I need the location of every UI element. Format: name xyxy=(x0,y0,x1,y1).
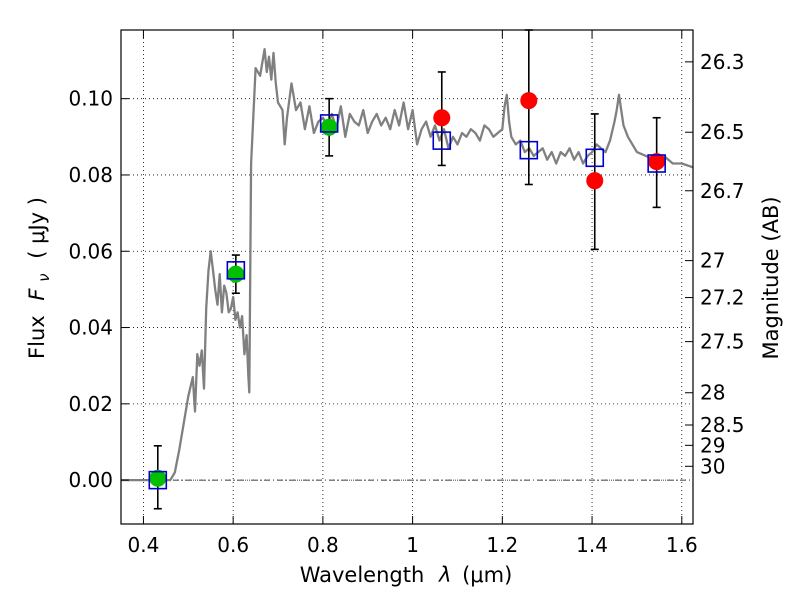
x-tick-label: 0.8 xyxy=(307,533,339,557)
model-point-square xyxy=(148,470,168,490)
model-spectrum-line xyxy=(121,47,694,482)
x-axis-title-unit: (μm) xyxy=(462,563,512,587)
y-tick-label: 0.10 xyxy=(68,87,113,111)
grid-lines xyxy=(121,30,693,524)
y-tick-label: 0.08 xyxy=(68,163,113,187)
data-point-circle xyxy=(520,92,538,110)
magnitude-tick-label: 27.5 xyxy=(700,330,745,354)
data-point-circle xyxy=(586,172,604,190)
model-point-square xyxy=(585,148,605,168)
magnitude-tick-label: 27 xyxy=(700,249,725,273)
magnitude-axis-title: Magnitude (AB) xyxy=(759,196,783,359)
y-axis-title-subscript: ν xyxy=(35,273,53,281)
y-axis-title: Flux F ν ( μJy ) xyxy=(25,197,54,359)
magnitude-tick-label: 28.5 xyxy=(700,413,745,437)
plot-frame xyxy=(120,29,694,525)
magnitude-tick-label: 26.7 xyxy=(700,179,745,203)
x-tick-label: 0.4 xyxy=(128,533,160,557)
data-point-circle xyxy=(320,118,338,136)
x-tick-label: 1.4 xyxy=(576,533,608,557)
x-axis-title-symbol: λ xyxy=(438,563,451,587)
y-tick-label: 0.04 xyxy=(68,316,113,340)
tick-layer: 0.4 0.6 0.8 1 1.2 1.4 1.6 0.00 0.02 0.04 0.06 0.08 0… xyxy=(68,30,745,557)
model-point-square xyxy=(647,154,666,173)
y-axis-title-symbol: F xyxy=(25,288,49,301)
y-tick-label: 0.06 xyxy=(68,239,113,263)
x-tick-label: 1 xyxy=(406,533,419,557)
x-axis-title: Wavelength λ (μm) xyxy=(300,563,513,587)
x-tick-label: 0.6 xyxy=(217,533,249,557)
model-point-square xyxy=(519,140,539,160)
model-point-square xyxy=(226,261,246,280)
x-tick-label: 1.6 xyxy=(666,533,698,557)
y-axis-title-text: Flux xyxy=(25,315,49,359)
model-point-square xyxy=(432,131,452,150)
magnitude-tick-label: 26.5 xyxy=(700,120,745,144)
data-point-circle xyxy=(227,265,245,283)
model-point-square xyxy=(319,114,339,133)
magnitude-tick-label: 29 xyxy=(700,433,725,457)
data-point-circle xyxy=(433,109,451,127)
y-tick-label: 0.00 xyxy=(68,468,113,492)
y-tick-label: 0.02 xyxy=(68,392,113,416)
data-point-circle xyxy=(149,469,167,487)
x-axis-title-text: Wavelength xyxy=(300,563,425,587)
marker-layer xyxy=(148,92,666,490)
magnitude-tick-label: 30 xyxy=(700,454,725,478)
magnitude-tick-label: 26.3 xyxy=(700,50,745,74)
model-spectrum-layer xyxy=(121,47,694,482)
magnitude-tick-label: 27.2 xyxy=(700,286,745,310)
data-point-circle xyxy=(648,153,666,171)
x-tick-label: 1.2 xyxy=(486,533,518,557)
y-axis-title-unit: ( μJy ) xyxy=(25,197,49,259)
magnitude-tick-label: 28 xyxy=(700,381,725,405)
